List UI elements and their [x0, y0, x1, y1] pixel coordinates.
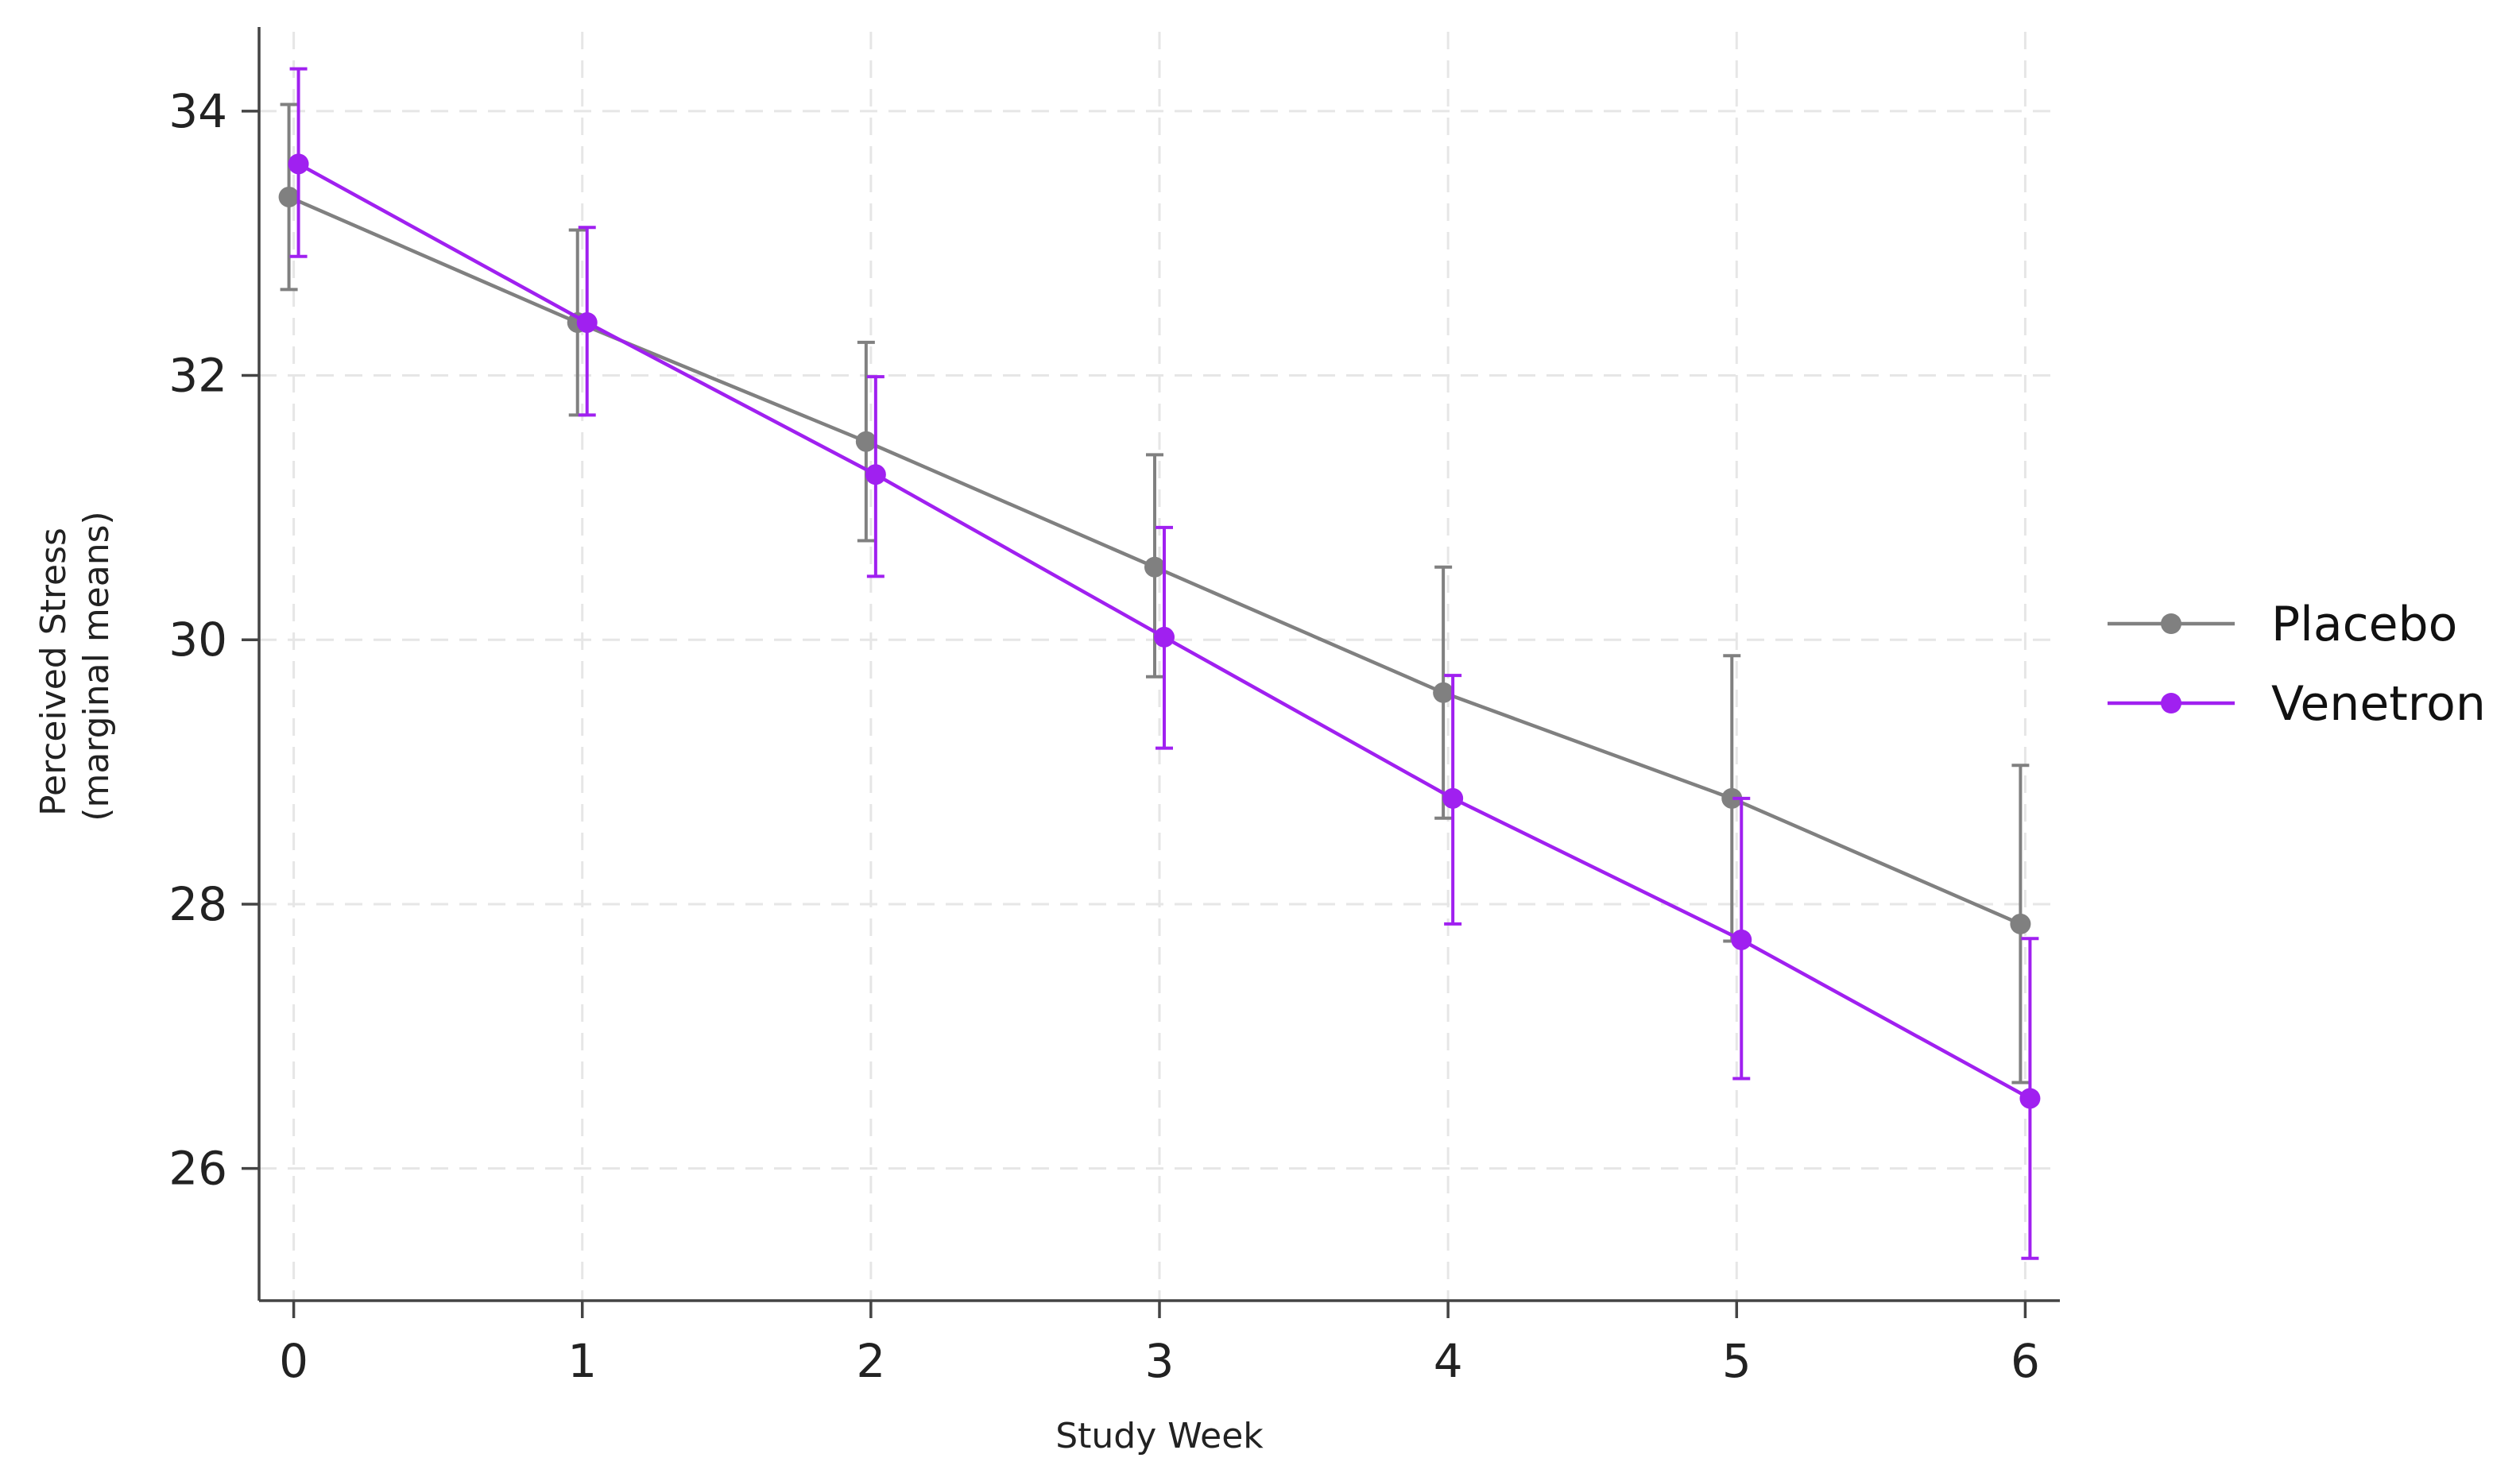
legend-item-placebo: Placebo	[2108, 597, 2457, 652]
series-layer	[278, 67, 2041, 1260]
data-point	[1731, 929, 1752, 950]
x-axis-title: Study Week	[1055, 1416, 1264, 1456]
data-point	[278, 186, 300, 207]
y-axis-title-line-1: Perceived Stress	[33, 528, 74, 816]
data-point	[865, 464, 886, 485]
y-axis-title-line-2: (marginal means)	[76, 511, 117, 821]
data-point	[1721, 787, 1743, 809]
x-tick-label: 4	[1434, 1334, 1463, 1388]
y-tick-label: 34	[168, 84, 227, 138]
y-tick-label: 32	[168, 349, 227, 403]
y-tick-label: 28	[168, 877, 227, 931]
y-tick-label: 30	[168, 613, 227, 667]
x-tick-label: 2	[856, 1334, 885, 1388]
data-point	[2010, 913, 2031, 934]
legend-label: Venetron	[2271, 676, 2486, 732]
x-tick-label: 0	[279, 1334, 308, 1388]
legend-label: Placebo	[2271, 597, 2457, 652]
data-point	[2019, 1088, 2041, 1109]
x-tick-label: 6	[2011, 1334, 2040, 1388]
y-tick-label: 26	[168, 1142, 227, 1196]
legend: Placebo Venetron	[2108, 597, 2486, 732]
legend-marker	[2161, 693, 2181, 713]
data-point	[1433, 682, 1454, 703]
data-point	[288, 153, 309, 175]
data-point	[1144, 556, 1165, 578]
data-point	[1154, 626, 1175, 648]
x-tick-label: 3	[1145, 1334, 1175, 1388]
legend-marker	[2161, 613, 2181, 634]
x-tick-label: 5	[1722, 1334, 1752, 1388]
data-point	[576, 311, 598, 333]
legend-item-venetron: Venetron	[2108, 676, 2486, 732]
x-tick-label: 1	[567, 1334, 597, 1388]
data-point	[1442, 787, 1464, 809]
series-placebo	[278, 102, 2031, 1085]
grid	[259, 32, 2060, 1301]
y-axis-title: Perceived Stress (marginal means)	[33, 511, 117, 821]
series-venetron	[288, 67, 2041, 1260]
data-point	[855, 431, 877, 452]
